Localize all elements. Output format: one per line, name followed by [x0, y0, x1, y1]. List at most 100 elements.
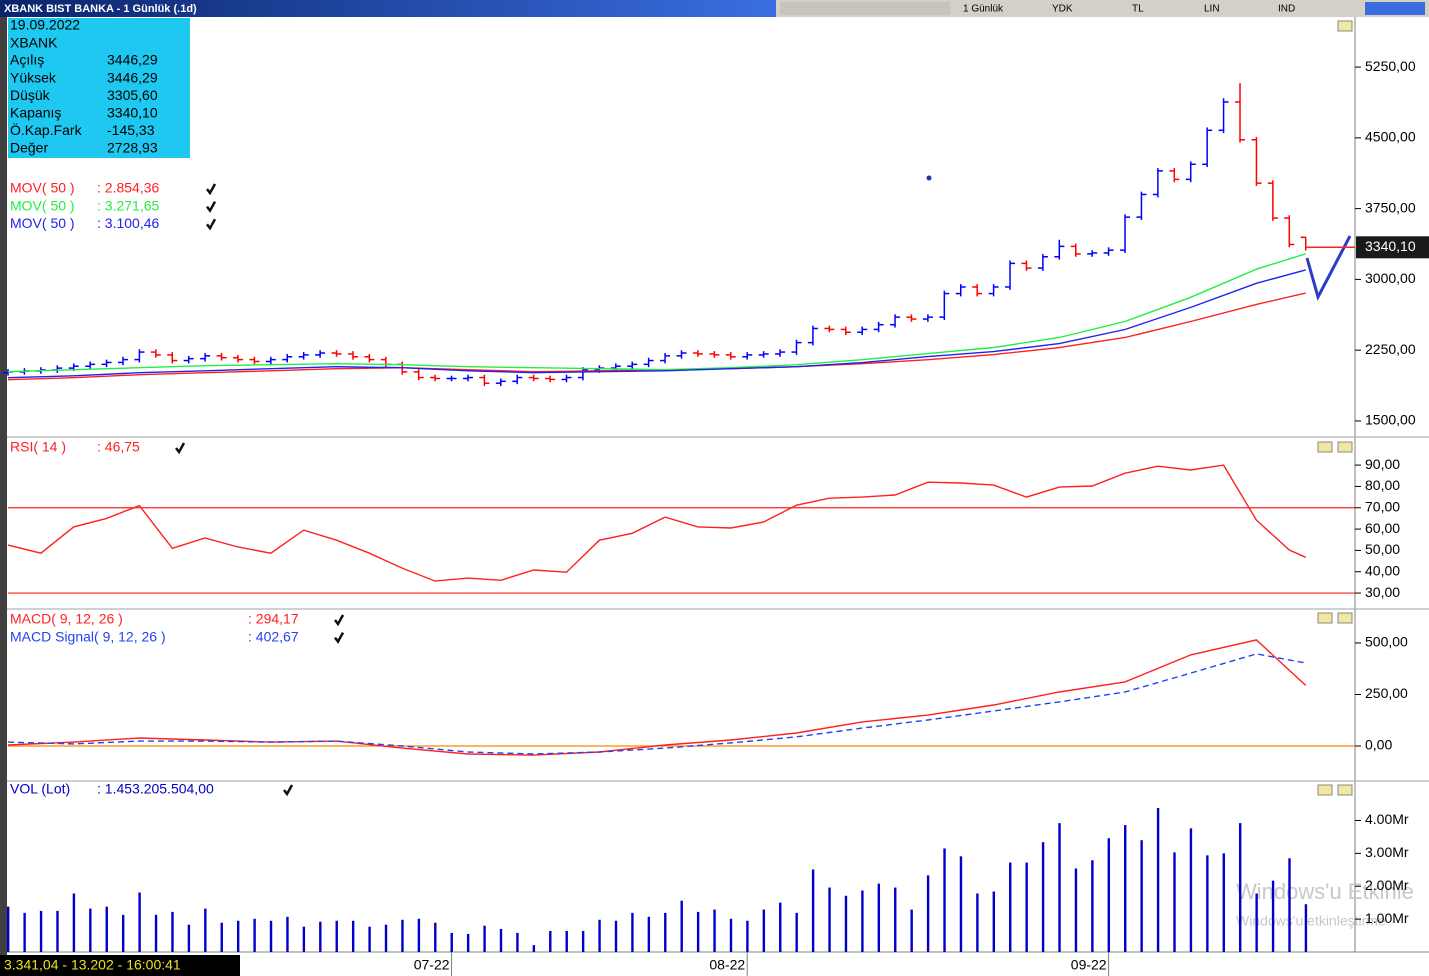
- volume-bar: [729, 918, 733, 952]
- volume-bar: [236, 920, 240, 952]
- volume-bar: [499, 928, 503, 952]
- volume-bar: [7, 906, 10, 952]
- info-label: Düşük: [10, 87, 51, 103]
- volume-bar: [1222, 853, 1225, 952]
- y-tick-label: 1500,00: [1365, 412, 1416, 428]
- y-tick-label: 0,00: [1365, 737, 1392, 753]
- toolbar-item[interactable]: 1 Günlük: [963, 4, 1004, 15]
- panel-button[interactable]: [1317, 612, 1333, 624]
- y-tick-label: 2.00Mr: [1365, 877, 1409, 893]
- legend-name: MACD Signal( 9, 12, 26 ): [10, 628, 166, 644]
- volume-bar: [171, 911, 174, 952]
- panel-button[interactable]: [1337, 441, 1353, 453]
- toolbar-icons[interactable]: [780, 2, 950, 15]
- y-tick-label: 40,00: [1365, 562, 1400, 578]
- y-tick-label: 3000,00: [1365, 270, 1416, 286]
- volume-bar: [516, 932, 519, 952]
- legend-name: VOL (Lot): [10, 781, 70, 797]
- volume-bar: [696, 911, 700, 952]
- y-tick-label: 1.00Mr: [1365, 910, 1409, 926]
- volume-bar: [614, 920, 618, 952]
- legend-name: MACD( 9, 12, 26 ): [10, 611, 123, 627]
- indicator-line: [7, 253, 1306, 373]
- watermark: Windows'u Etkinle: [1236, 879, 1414, 904]
- volume-bar: [1304, 904, 1308, 952]
- y-tick-label: 2250,00: [1365, 341, 1416, 357]
- volume-bar: [204, 908, 207, 952]
- volume-bar: [910, 909, 913, 952]
- volume-bar: [1058, 823, 1061, 952]
- legend-value: : 2.854,36: [97, 180, 159, 196]
- indicator-line: [7, 464, 1306, 582]
- volume-bar: [647, 916, 651, 952]
- info-box-bg: [8, 18, 190, 158]
- volume-bar: [450, 932, 453, 952]
- volume-bar: [1288, 858, 1291, 952]
- legend-value: : 294,17: [248, 611, 299, 627]
- y-tick-label: 50,00: [1365, 541, 1400, 557]
- panel-button[interactable]: [1317, 441, 1333, 453]
- volume-bar: [877, 883, 881, 952]
- volume-bar: [187, 924, 191, 952]
- indicator-line: [7, 653, 1306, 755]
- y-tick-label: 30,00: [1365, 584, 1400, 600]
- toolbar-item[interactable]: YDK: [1052, 4, 1073, 15]
- watermark: Windows'u etkinleştirme: [1236, 913, 1386, 929]
- annotation-check: [1305, 235, 1352, 302]
- volume-bar: [154, 914, 158, 952]
- volume-bar: [713, 909, 716, 952]
- panel-button[interactable]: [1337, 784, 1353, 796]
- y-tick-label: 4500,00: [1365, 129, 1416, 145]
- volume-bar: [1271, 880, 1275, 952]
- legend-value: : 402,67: [248, 628, 299, 644]
- volume-bar: [926, 875, 930, 952]
- last-price-label: 3340,10: [1365, 238, 1416, 254]
- info-value: -145,33: [107, 122, 155, 138]
- volume-bar: [1009, 862, 1012, 952]
- volume-bar: [269, 920, 273, 952]
- toolbar-item[interactable]: LIN: [1204, 4, 1220, 15]
- volume-bar: [1025, 862, 1028, 952]
- volume-bar: [565, 930, 568, 952]
- legend-name: MOV( 50 ): [10, 180, 75, 196]
- volume-bar: [138, 892, 141, 952]
- check-icon: [334, 614, 345, 627]
- volume-bar: [664, 912, 667, 952]
- volume-bar: [1091, 860, 1094, 952]
- volume-bar: [943, 848, 946, 952]
- annotation-dot: [926, 175, 932, 181]
- volume-bar: [39, 910, 43, 952]
- check-icon: [206, 183, 217, 196]
- info-value: 3305,60: [107, 87, 158, 103]
- volume-bar: [680, 900, 683, 952]
- toolbar-item[interactable]: TL: [1132, 4, 1144, 15]
- volume-bar: [894, 887, 897, 952]
- volume-bar: [795, 912, 798, 952]
- legend-name: RSI( 14 ): [10, 439, 66, 455]
- volume-bar: [844, 895, 848, 952]
- panel-button[interactable]: [1337, 20, 1353, 32]
- volume-bar: [992, 891, 996, 952]
- status-text: 3.341,04 - 13.202 - 16:00:41: [4, 957, 181, 973]
- volume-bar: [368, 926, 371, 952]
- y-tick-label: 90,00: [1365, 456, 1400, 472]
- legend-value: : 46,75: [97, 439, 140, 455]
- panel-button[interactable]: [1337, 612, 1353, 624]
- toolbar-item[interactable]: IND: [1278, 4, 1295, 15]
- y-tick-label: 3750,00: [1365, 199, 1416, 215]
- volume-bar: [976, 893, 979, 952]
- volume-bar: [351, 920, 355, 952]
- panel-button[interactable]: [1317, 784, 1333, 796]
- info-symbol: XBANK: [10, 35, 58, 51]
- volume-bar: [302, 926, 306, 952]
- volume-bar: [72, 893, 76, 952]
- volume-bar: [598, 919, 601, 952]
- volume-bar: [483, 925, 486, 952]
- info-label: Ö.Kap.Fark: [10, 121, 83, 138]
- info-label: Kapanış: [10, 105, 61, 121]
- window-buttons[interactable]: [1365, 2, 1425, 15]
- x-tick-label: 09-22: [1071, 957, 1107, 973]
- volume-bar: [746, 920, 749, 952]
- volume-bar: [549, 930, 552, 952]
